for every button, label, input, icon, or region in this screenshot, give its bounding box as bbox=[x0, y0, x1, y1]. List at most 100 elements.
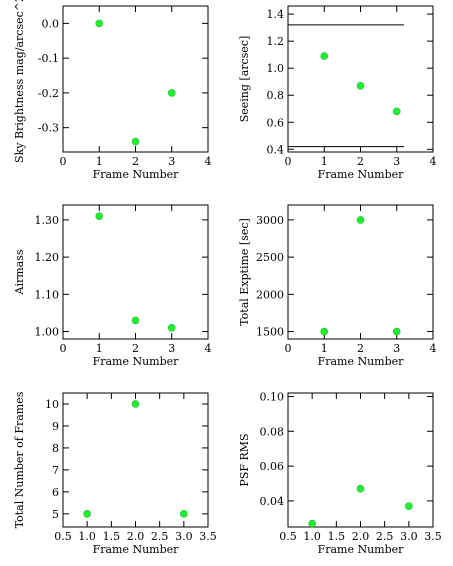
x-tick-label: 4 bbox=[430, 155, 437, 168]
x-tick-label: 0.5 bbox=[54, 530, 72, 543]
x-tick-label: 4 bbox=[205, 342, 212, 355]
x-tick-label: 4 bbox=[205, 155, 212, 168]
x-axis-title: Frame Number bbox=[93, 168, 180, 181]
y-axis-title: PSF RMS bbox=[238, 433, 251, 486]
y-axis-title: Total Number of Frames bbox=[13, 391, 26, 528]
y-tick-label: 3000 bbox=[256, 214, 284, 227]
x-tick-label: 3.0 bbox=[175, 530, 193, 543]
x-tick-label: 1.0 bbox=[78, 530, 96, 543]
data-point bbox=[392, 107, 401, 116]
y-tick-label: 1.2 bbox=[267, 35, 285, 48]
chart-panel: 0 1 2 3 4 0.0 -0.1 -0.2 -0.3 Frame Number Sky Brig… bbox=[13, 0, 212, 181]
chart-panel: 0 1 2 3 4 1.00 1.10 1.20 1.30 Frame Number Airmass bbox=[13, 204, 212, 368]
x-tick-label: 0 bbox=[60, 155, 67, 168]
y-tick-label: 1500 bbox=[256, 326, 284, 339]
data-point bbox=[180, 510, 188, 518]
y-tick-label: -0.2 bbox=[38, 87, 59, 100]
y-tick-label: 9 bbox=[52, 420, 59, 433]
x-tick-label: 3.5 bbox=[199, 530, 217, 543]
y-tick-label: 0.8 bbox=[267, 89, 285, 102]
x-tick-label: 3 bbox=[393, 155, 400, 168]
x-tick-label: 4 bbox=[430, 342, 437, 355]
data-point bbox=[95, 19, 104, 28]
y-tick-label: 2500 bbox=[256, 251, 284, 264]
x-tick-label: 0 bbox=[285, 342, 292, 355]
x-axis-title: Frame Number bbox=[318, 355, 405, 368]
y-tick-label: 1.30 bbox=[35, 214, 60, 227]
y-tick-label: 1.20 bbox=[35, 251, 60, 264]
x-tick-label: 3.5 bbox=[424, 530, 442, 543]
y-tick-label: 0.06 bbox=[260, 460, 285, 473]
x-tick-label: 0 bbox=[60, 342, 67, 355]
x-tick-label: 2 bbox=[132, 342, 139, 355]
x-tick-label: 3.0 bbox=[400, 530, 418, 543]
x-tick-label: 1.5 bbox=[328, 530, 346, 543]
y-tick-label: 1.00 bbox=[35, 326, 60, 339]
x-tick-label: 3 bbox=[393, 342, 400, 355]
x-tick-label: 2 bbox=[357, 342, 364, 355]
y-tick-label: 0.04 bbox=[260, 495, 285, 508]
x-tick-label: 1 bbox=[96, 155, 103, 168]
x-tick-label: 1 bbox=[321, 342, 328, 355]
x-tick-label: 1 bbox=[96, 342, 103, 355]
x-tick-label: 1.0 bbox=[303, 530, 321, 543]
x-tick-label: 0.5 bbox=[279, 530, 297, 543]
data-point bbox=[83, 510, 91, 518]
y-tick-label: 0.6 bbox=[267, 116, 285, 129]
y-tick-label: 7 bbox=[52, 464, 59, 477]
data-point bbox=[131, 316, 140, 325]
y-tick-label: 1.0 bbox=[267, 62, 285, 75]
y-tick-label: -0.3 bbox=[38, 122, 59, 135]
data-point bbox=[320, 327, 329, 336]
y-tick-label: 0.0 bbox=[42, 17, 60, 30]
x-tick-label: 2.0 bbox=[127, 530, 145, 543]
y-tick-label: 5 bbox=[52, 508, 59, 521]
x-tick-label: 1 bbox=[321, 155, 328, 168]
y-tick-label: 1.10 bbox=[35, 288, 60, 301]
y-axis-title: Seeing [arcsec] bbox=[238, 36, 251, 123]
x-tick-label: 2.5 bbox=[151, 530, 169, 543]
x-tick-label: 3 bbox=[168, 342, 175, 355]
chart-panel: 0 1 2 3 4 1500 2000 2500 3000 Frame Number Total E… bbox=[238, 204, 437, 368]
x-tick-label: 3 bbox=[168, 155, 175, 168]
x-tick-label: 1.5 bbox=[103, 530, 121, 543]
data-point bbox=[167, 89, 176, 97]
data-point bbox=[405, 502, 413, 510]
data-point bbox=[308, 519, 316, 528]
y-tick-label: 8 bbox=[52, 442, 59, 455]
x-tick-label: 2 bbox=[132, 155, 139, 168]
data-point bbox=[131, 137, 140, 146]
data-point bbox=[356, 81, 365, 90]
x-tick-label: 2.5 bbox=[376, 530, 394, 543]
data-point bbox=[167, 324, 176, 332]
data-point bbox=[95, 212, 104, 220]
x-axis-title: Frame Number bbox=[93, 355, 180, 368]
chart-panel: 0.5 1.0 1.5 2.0 2.5 3.0 3.5 0.04 0.06 0.08 0.10 Fra… bbox=[238, 390, 442, 556]
y-tick-label: 0.10 bbox=[260, 390, 285, 403]
x-axis-title: Frame Number bbox=[318, 168, 405, 181]
y-tick-label: 0.4 bbox=[267, 143, 285, 156]
data-point bbox=[392, 327, 401, 336]
y-axis-title: Airmass bbox=[13, 249, 26, 295]
x-tick-label: 2 bbox=[357, 155, 364, 168]
chart-panel: 0.5 1.0 1.5 2.0 2.5 3.0 3.5 5 6 7 8 9 10 Frame Number… bbox=[13, 391, 217, 556]
x-axis-title: Frame Number bbox=[93, 543, 180, 556]
y-tick-label: 0.08 bbox=[260, 425, 285, 438]
data-point bbox=[131, 400, 140, 408]
x-axis-title: Frame Number bbox=[318, 543, 405, 556]
x-tick-label: 0 bbox=[285, 155, 292, 168]
y-axis-title: Sky Brightness mag/arcsec^2 bbox=[13, 0, 26, 163]
chart-panel: 0 1 2 3 4 0.4 0.6 0.8 1.0 1.2 1.4 Frame Number Seein… bbox=[238, 5, 437, 181]
y-tick-label: 2000 bbox=[256, 288, 284, 301]
data-point bbox=[356, 484, 365, 493]
y-tick-label: 1.4 bbox=[267, 8, 285, 21]
x-tick-label: 2.0 bbox=[352, 530, 370, 543]
data-point bbox=[356, 216, 365, 224]
y-axis-title: Total Exptime [sec] bbox=[238, 218, 251, 326]
y-tick-label: 6 bbox=[52, 486, 59, 499]
y-tick-label: -0.1 bbox=[38, 52, 59, 65]
y-tick-label: 10 bbox=[45, 398, 59, 411]
data-point bbox=[320, 52, 329, 60]
